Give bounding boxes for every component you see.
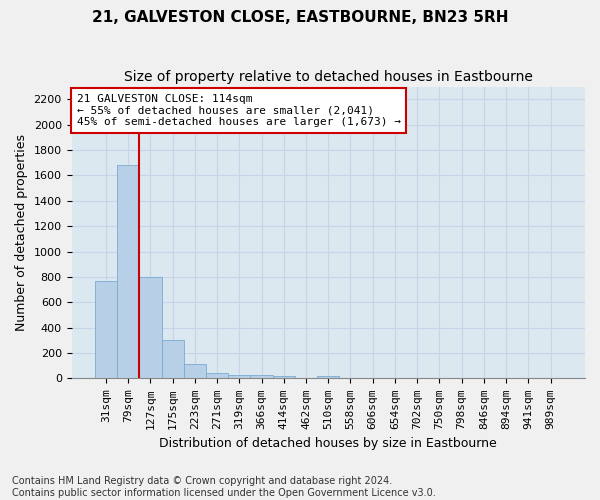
Bar — [139, 277, 161, 378]
Bar — [184, 364, 206, 378]
Bar — [228, 374, 250, 378]
Bar — [161, 340, 184, 378]
Y-axis label: Number of detached properties: Number of detached properties — [15, 134, 28, 331]
Bar — [317, 376, 340, 378]
Text: Contains HM Land Registry data © Crown copyright and database right 2024.
Contai: Contains HM Land Registry data © Crown c… — [12, 476, 436, 498]
Bar — [250, 376, 272, 378]
Bar — [117, 165, 139, 378]
Title: Size of property relative to detached houses in Eastbourne: Size of property relative to detached ho… — [124, 70, 533, 84]
X-axis label: Distribution of detached houses by size in Eastbourne: Distribution of detached houses by size … — [160, 437, 497, 450]
Text: 21 GALVESTON CLOSE: 114sqm
← 55% of detached houses are smaller (2,041)
45% of s: 21 GALVESTON CLOSE: 114sqm ← 55% of deta… — [77, 94, 401, 127]
Text: 21, GALVESTON CLOSE, EASTBOURNE, BN23 5RH: 21, GALVESTON CLOSE, EASTBOURNE, BN23 5R… — [92, 10, 508, 25]
Bar — [95, 280, 117, 378]
Bar — [206, 372, 228, 378]
Bar — [272, 376, 295, 378]
